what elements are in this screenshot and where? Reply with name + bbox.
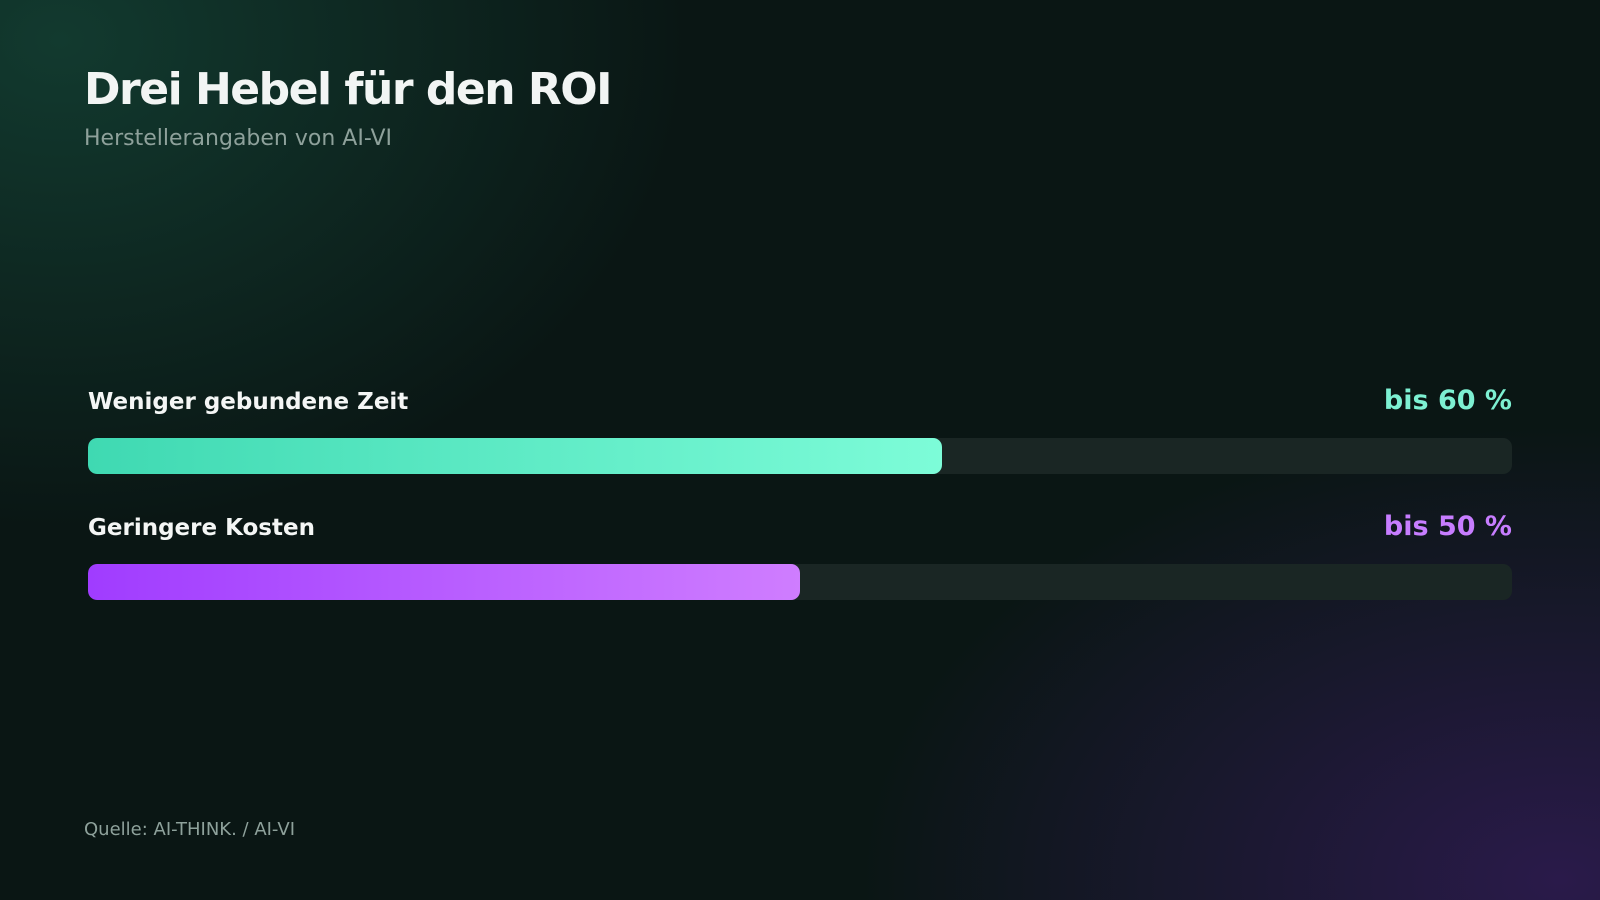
bar-fill-cost [88,564,800,600]
metric-label-cost: Geringere Kosten [88,515,315,541]
chart-title: Drei Hebel für den ROI [84,64,613,115]
metric-label-time: Weniger gebundene Zeit [88,389,409,415]
source-note: Quelle: AI-THINK. / AI-VI [84,819,295,840]
bar-track-time [88,438,1512,474]
metric-value-time: bis 60 % [1383,385,1512,416]
metric-value-cost: bis 50 % [1383,511,1512,542]
chart-subtitle: Herstellerangaben von AI-VI [84,126,392,151]
bar-fill-time [88,438,943,474]
bar-track-cost [88,564,1512,600]
